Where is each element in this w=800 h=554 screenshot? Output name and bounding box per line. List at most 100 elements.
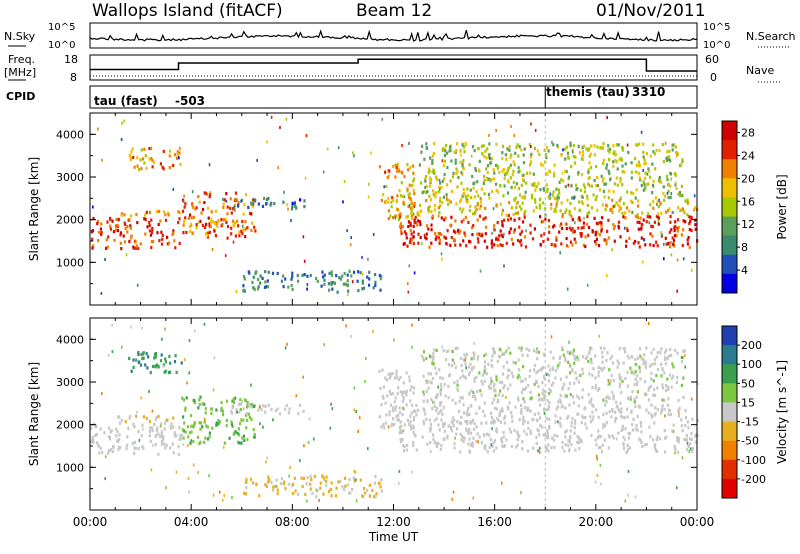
scatter-cell — [684, 365, 686, 369]
scatter-cell — [353, 408, 356, 412]
scatter-cell — [501, 243, 504, 247]
scatter-cell — [346, 229, 348, 233]
scatter-cell — [410, 209, 413, 213]
scatter-cell — [479, 204, 483, 208]
scatter-cell — [519, 376, 521, 380]
scatter-cell — [518, 193, 522, 197]
scatter-cell — [450, 215, 453, 219]
scatter-cell — [98, 451, 101, 455]
scatter-cell — [564, 147, 567, 151]
scatter-cell — [111, 219, 114, 223]
scatter-cell — [557, 400, 560, 404]
scatter-cell — [417, 219, 420, 223]
scatter-cell — [604, 182, 608, 186]
scatter-cell — [530, 145, 532, 149]
scatter-cell — [331, 407, 334, 411]
scatter-cell — [644, 171, 647, 175]
scatter-cell — [143, 217, 146, 221]
scatter-cell — [111, 323, 113, 327]
scatter-cell — [245, 426, 248, 430]
scatter-cell — [187, 216, 190, 220]
scatter-cell — [583, 190, 586, 194]
scatter-cell — [443, 218, 446, 222]
scatter-cell — [117, 447, 120, 451]
scatter-cell — [430, 450, 432, 453]
scatter-cell — [634, 239, 637, 244]
scatter-cell — [451, 416, 454, 420]
scatter-cell — [615, 416, 618, 420]
scatter-cell — [161, 237, 164, 241]
scatter-cell — [468, 239, 471, 243]
scatter-cell — [661, 367, 664, 371]
scatter-cell — [182, 398, 186, 402]
scatter-cell — [687, 444, 690, 449]
scatter-cell — [617, 224, 620, 228]
scatter-cell — [595, 237, 598, 241]
scatter-cell — [371, 488, 374, 493]
scatter-cell — [464, 362, 467, 366]
scatter-cell — [160, 434, 163, 438]
scatter-cell — [603, 438, 606, 442]
scatter-cell — [657, 205, 660, 209]
scatter-cell — [596, 183, 600, 188]
scatter-cell — [322, 275, 325, 279]
scatter-cell — [622, 215, 625, 219]
scatter-cell — [194, 207, 196, 211]
scatter-cell — [392, 198, 395, 202]
scatter-cell — [652, 206, 655, 210]
scatter-cell — [454, 230, 457, 234]
scatter-cell — [463, 353, 466, 357]
scatter-cell — [243, 398, 246, 402]
scatter-cell — [608, 382, 611, 386]
scatter-cell — [422, 419, 425, 423]
scatter-cell — [341, 274, 344, 278]
scatter-cell — [670, 353, 673, 357]
scatter-cell — [454, 150, 457, 154]
scatter-cell — [626, 354, 629, 358]
scatter-cell — [294, 489, 297, 493]
scatter-cell — [483, 239, 486, 243]
scatter-cell — [626, 228, 629, 233]
scatter-cell — [105, 246, 108, 250]
scatter-cell — [486, 245, 489, 249]
scatter-cell — [647, 386, 651, 390]
scatter-cell — [100, 222, 103, 226]
scatter-cell — [432, 400, 435, 404]
scatter-cell — [664, 141, 667, 145]
scatter-cell — [137, 351, 140, 355]
scatter-cell — [674, 348, 677, 353]
scatter-cell — [412, 171, 415, 175]
scatter-cell — [537, 412, 540, 416]
scatter-cell — [648, 175, 652, 179]
scatter-cell — [495, 407, 498, 411]
scatter-cell — [533, 182, 536, 186]
scatter-cell — [387, 372, 390, 376]
scatter-cell — [670, 177, 672, 181]
scatter-cell — [375, 492, 378, 496]
scatter-cell — [571, 218, 574, 222]
scatter-cell — [499, 420, 503, 424]
scatter-cell — [499, 229, 502, 233]
scatter-cell — [411, 183, 414, 188]
scatter-cell — [432, 352, 435, 356]
scatter-cell — [206, 206, 210, 210]
scatter-cell — [514, 185, 517, 189]
scatter-cell — [482, 144, 485, 148]
scatter-cell — [438, 238, 441, 242]
scatter-cell — [181, 209, 185, 213]
scatter-cell — [630, 410, 633, 415]
colorbar-swatch — [722, 402, 737, 423]
scatter-cell — [653, 220, 656, 224]
scatter-cell — [621, 183, 624, 187]
scatter-cell — [424, 174, 428, 179]
scatter-cell — [494, 389, 497, 393]
scatter-cell — [107, 449, 111, 453]
scatter-cell — [172, 187, 175, 191]
scatter-cell — [526, 171, 529, 175]
scatter-cell — [636, 220, 639, 224]
scatter-cell — [94, 434, 97, 438]
scatter-cell — [241, 231, 244, 236]
scatter-cell — [518, 205, 521, 209]
scatter-cell — [410, 214, 413, 218]
scatter-cell — [562, 353, 565, 357]
